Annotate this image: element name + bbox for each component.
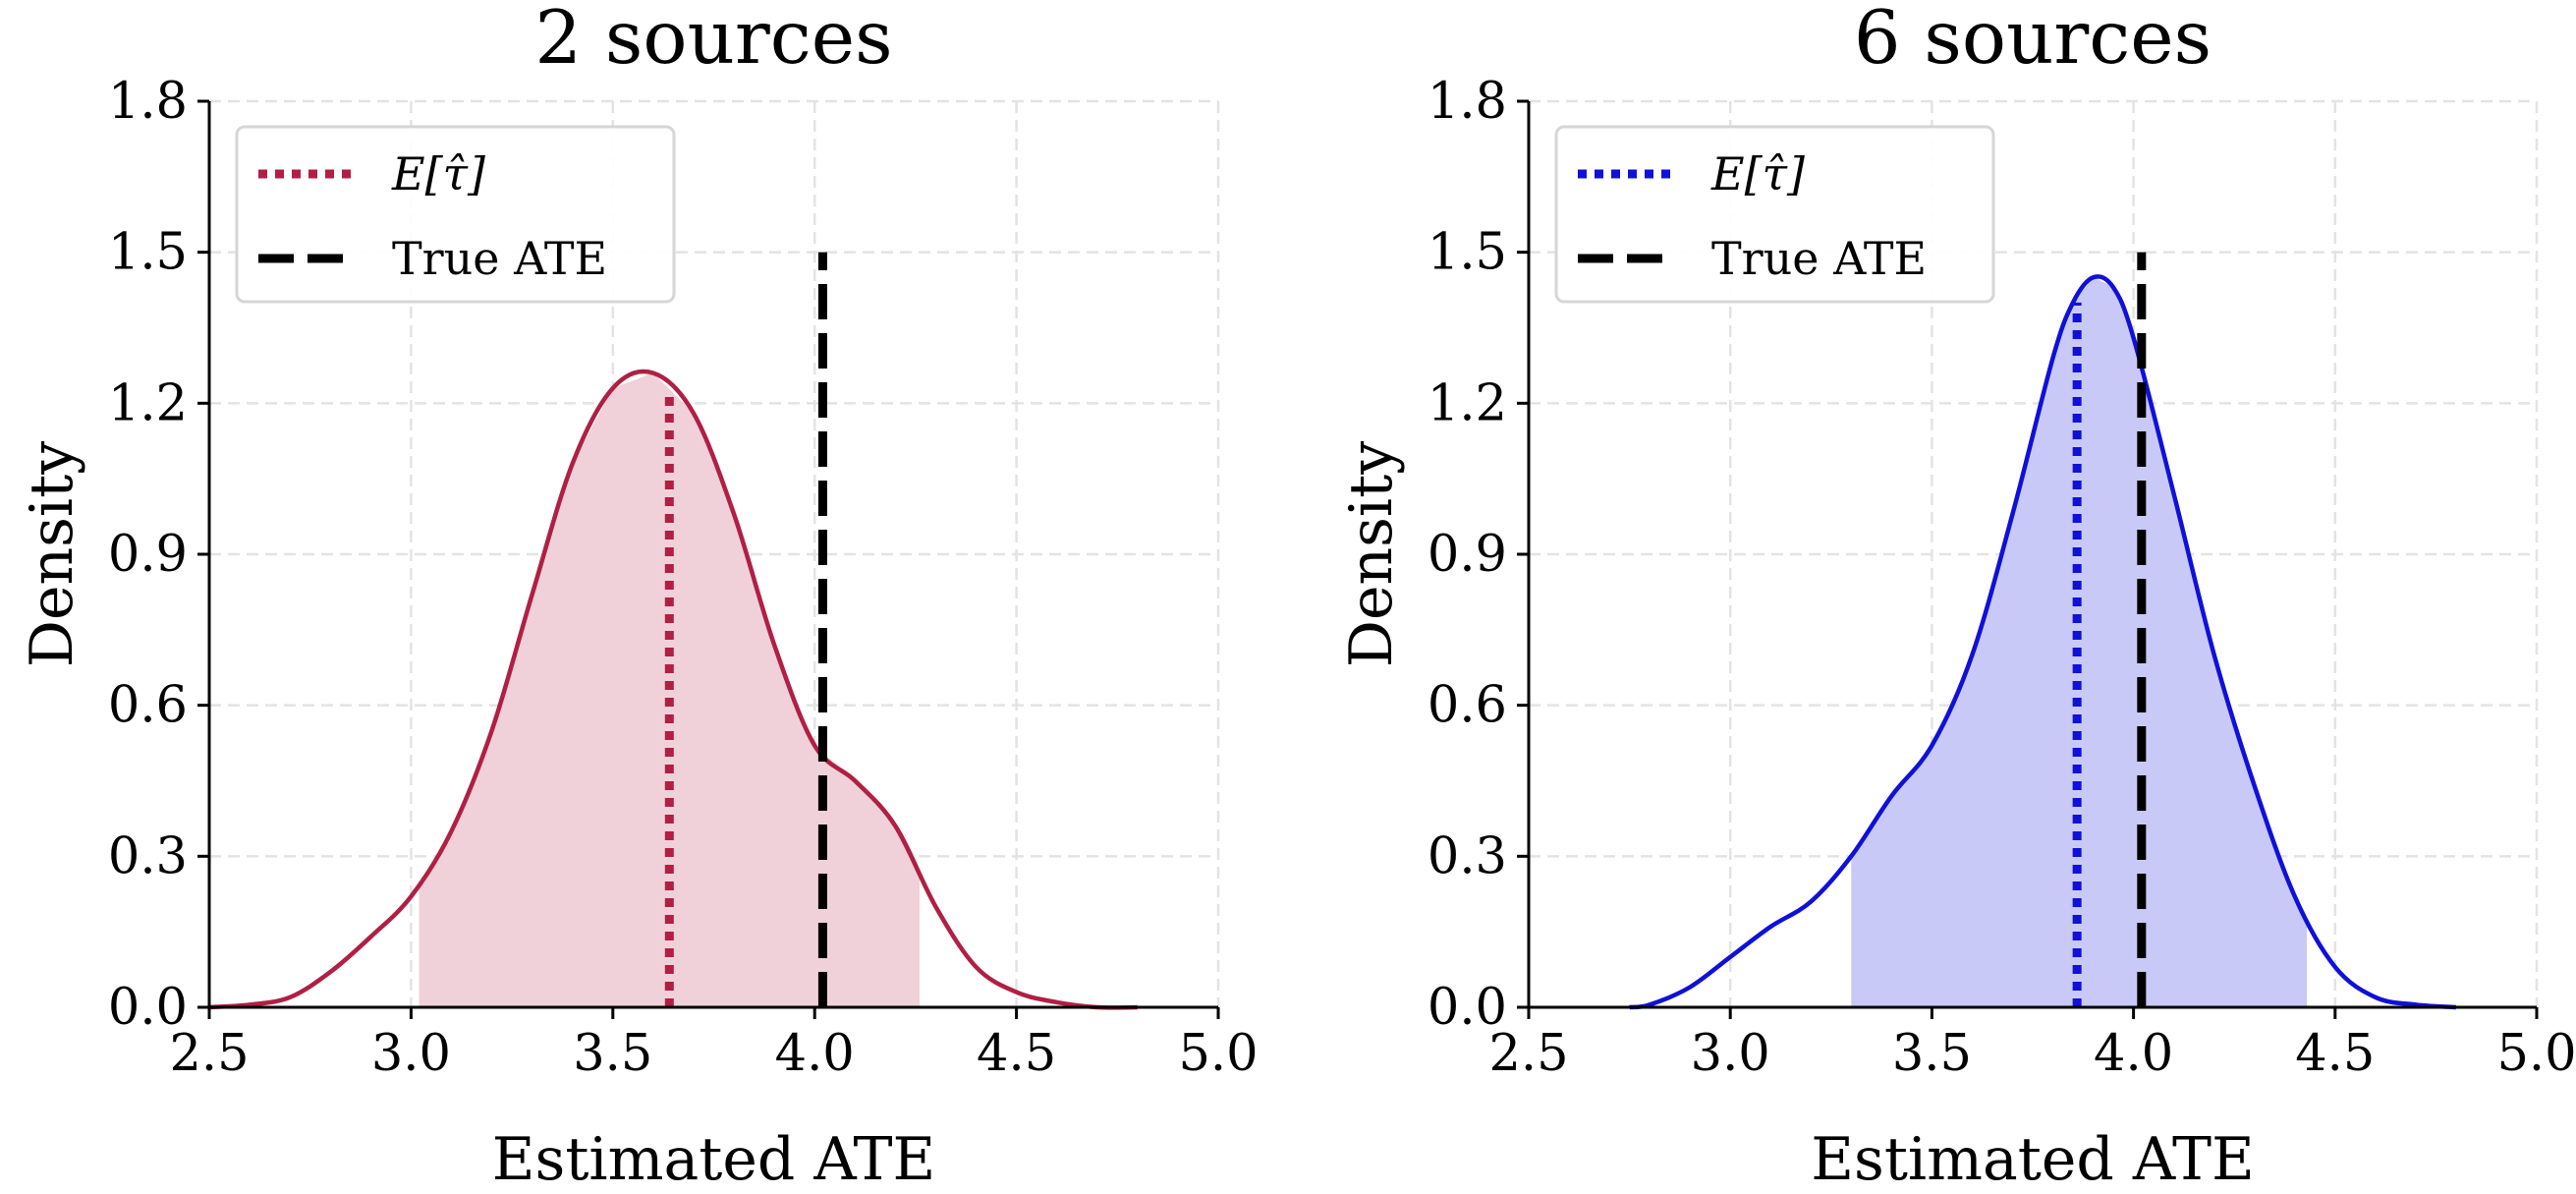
x-tick-label: 4.5 [2295,1025,2375,1083]
legend: E[τ̂] True ATE [235,125,676,304]
legend-label: True ATE [392,232,607,285]
y-tick-label: 1.8 [1428,73,1507,131]
y-tick-label: 1.5 [108,224,188,282]
y-tick-label: 0.9 [1428,526,1507,584]
y-tick-label: 0.9 [108,526,188,584]
x-tick-label: 5.0 [1178,1025,1258,1083]
legend-label: E[τ̂] [391,147,485,200]
y-axis-label: Density [1337,441,1406,667]
y-axis-label: Density [18,441,86,667]
y-tick-label: 1.2 [108,374,188,432]
y-tick-label: 0.6 [108,677,188,735]
legend: E[τ̂] True ATE [1554,125,1995,304]
x-tick-label: 2.5 [169,1025,249,1083]
chart-panel-1: 2.5 3.0 3.5 4.0 4.5 5.0 0.0 0.3 0.6 0.9 1.2 1.5 1.8 2… [18,0,1259,1194]
x-tick-label: 4.5 [977,1025,1056,1083]
chart-title: 2 sources [534,0,892,81]
y-tick-label: 1.8 [108,73,188,131]
y-tick-label: 0.0 [1428,979,1507,1037]
shaded-interval-area [419,372,920,1007]
density-curve [208,369,1138,1010]
shaded-interval-area [1851,277,2308,1008]
y-tick-label: 1.5 [1428,224,1507,282]
x-axis-label: Estimated ATE [1811,1125,2255,1194]
y-tick-label: 0.6 [1428,677,1507,735]
x-tick-label: 3.0 [1691,1025,1770,1083]
x-tick-label: 5.0 [2496,1025,2576,1083]
legend-label: E[τ̂] [1710,147,1805,200]
density-curve [1629,274,2457,1010]
x-tick-label: 2.5 [1488,1025,1568,1083]
x-tick-label: 4.0 [2094,1025,2173,1083]
legend-label: True ATE [1711,232,1927,285]
y-tick-label: 0.0 [108,979,188,1037]
x-tick-label: 3.0 [371,1025,451,1083]
x-axis-label: Estimated ATE [492,1125,936,1194]
x-tick-label: 3.5 [573,1025,652,1083]
y-tick-label: 0.3 [1428,827,1507,885]
x-tick-label: 4.0 [775,1025,855,1083]
chart-panel-2: 2.5 3.0 3.5 4.0 4.5 5.0 0.0 0.3 0.6 0.9 1.2 1.5 1.8 6… [1337,0,2576,1194]
x-tick-label: 3.5 [1892,1025,1972,1083]
chart-title: 6 sources [1854,0,2212,81]
y-tick-label: 0.3 [108,827,188,885]
y-tick-label: 1.2 [1428,374,1507,432]
